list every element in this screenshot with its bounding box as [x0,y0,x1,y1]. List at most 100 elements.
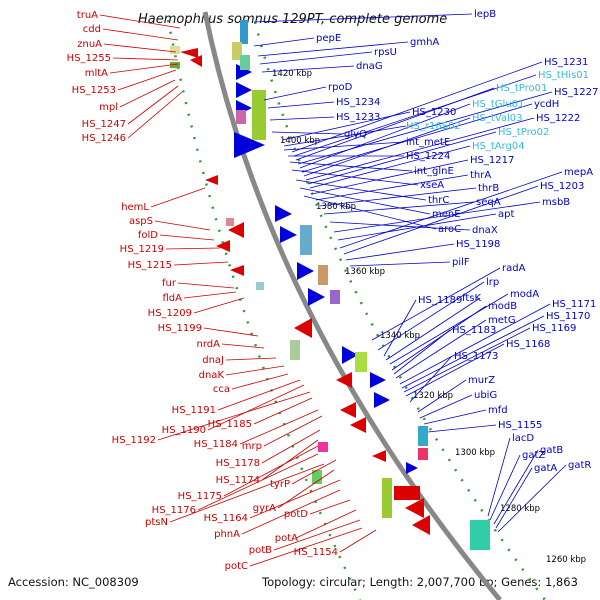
label-potB: potB [249,545,272,556]
label-HS_1168: HS_1168 [506,339,550,350]
track-guides [166,19,547,600]
label-HS_1246: HS_1246 [82,133,126,144]
label-HS_1171: HS_1171 [552,299,596,310]
label-HS_tArg04: HS_tArg04 [472,141,525,152]
tick-1420: 1420 kbp [272,69,312,79]
label-HS_1247: HS_1247 [82,119,126,130]
label-tyrP: tyrP [270,479,290,490]
tick-1360: 1360 kbp [345,267,385,277]
label-HS_1199: HS_1199 [158,323,202,334]
gene-features [170,20,490,550]
tick-1280: 1280 kbp [500,504,540,514]
label-HS_1209: HS_1209 [148,308,192,319]
label-mepA: mepA [564,167,593,178]
label-HS_1198: HS_1198 [456,239,500,250]
tick-1380: 1380 kbp [316,202,356,212]
label-truA: truA [77,10,98,21]
label-apt: apt [498,209,514,220]
label-HS_1233: HS_1233 [336,112,380,123]
inner-dotted-track [166,19,362,600]
label-folD: folD [138,230,158,241]
label-znuA: znuA [77,39,102,50]
label-HS_1154: HS_1154 [294,547,338,558]
label-HS_tVal03: HS_tVal03 [472,113,522,124]
label-nrdA: nrdA [197,339,221,350]
label-aroC: aroC [438,224,461,235]
label-cca: cca [213,384,230,395]
label-aspS: aspS [129,216,153,227]
label-radA: radA [502,263,526,274]
label-cdd: cdd [83,24,101,35]
label-pilF: pilF [452,257,470,268]
label-fur: fur [162,278,177,289]
label-HS_tHis01: HS_tHis01 [538,70,589,81]
label-glyQ: glyQ [344,129,367,140]
label-seqA: seqA [476,197,501,208]
label-HS_1173: HS_1173 [454,351,498,362]
label-modB: modB [488,301,517,312]
label-potA: potA [275,533,298,544]
label-HS_1203: HS_1203 [540,181,584,192]
label-HS_1191: HS_1191 [172,405,216,416]
label-gatZ: gatZ [522,450,545,461]
label-thrB: thrB [478,183,499,194]
label-HS_tPro02: HS_tPro02 [498,127,549,138]
label-int_glnE: int_glnE [414,166,454,177]
label-mrp: mrp [242,441,262,452]
label-dnaJ: dnaJ [202,355,224,366]
label-pepE: pepE [316,33,341,44]
label-fldA: fldA [163,293,183,304]
label-HS_1183: HS_1183 [452,325,496,336]
label-HS_tPro01: HS_tPro01 [496,83,547,94]
label-ycdH: ycdH [534,99,559,110]
label-phnA: phnA [214,529,240,540]
label-HS_r16S02: HS_r16S02 [406,121,461,132]
label-HS_1190: HS_1190 [162,425,206,436]
label-HS_1185: HS_1185 [208,419,252,430]
label-HS_1253: HS_1253 [72,85,116,96]
label-HS_1255: HS_1255 [67,53,111,64]
label-HS_1231: HS_1231 [544,57,588,68]
label-dnaK: dnaK [199,370,225,381]
label-menE: menE [432,209,461,220]
tick-1400: 1400 kbp [280,136,320,146]
topology-text: Topology: circular; Length: 2,007,700 bp… [261,575,578,589]
label-HS_1192: HS_1192 [112,435,156,446]
label-thrC: thrC [428,195,449,206]
label-gmhA: gmhA [410,37,439,48]
label-HS_1219: HS_1219 [120,244,164,255]
label-lepB: lepB [474,9,496,20]
label-HS_1155: HS_1155 [498,420,542,431]
label-mpl: mpl [99,102,118,113]
right-gene-labels: lepB pepE gmhA rpsU dnaG rpoD HS_1234 HS… [253,9,598,533]
label-thrA: thrA [470,170,491,181]
label-mfd: mfd [488,405,508,416]
tick-1320: 1320 kbp [413,391,453,401]
label-ubiG: ubiG [474,390,497,401]
label-lrp: lrp [486,277,499,288]
label-mltA: mltA [85,68,108,79]
label-HS_1164: HS_1164 [204,513,248,524]
label-HS_1189: HS_1189 [418,295,462,306]
label-msbB: msbB [542,197,570,208]
tick-1300: 1300 kbp [455,448,495,458]
label-gyrA: gyrA [253,503,276,514]
label-dnaX: dnaX [472,225,498,236]
label-rpoD: rpoD [328,82,353,93]
label-murZ: murZ [468,375,495,386]
label-HS_tGlu01: HS_tGlu01 [472,99,524,110]
label-gatR: gatR [568,460,591,471]
accession-text: Accession: NC_008309 [8,575,139,589]
label-HS_1230: HS_1230 [412,107,456,118]
label-HS_1184: HS_1184 [194,439,238,450]
tick-1260: 1260 kbp [546,555,586,565]
left-gene-labels: truA cdd znuA HS_1255 mltA HS_1253 mpl H… [67,10,377,572]
map-title: Haemophilus somnus 129PT, complete genom… [138,12,447,27]
label-potC: potC [225,561,248,572]
label-HS_1234: HS_1234 [336,97,380,108]
label-metG: metG [488,315,516,326]
label-HS_1227: HS_1227 [554,87,598,98]
label-ftsK: ftsK [462,293,481,304]
label-HS_1169: HS_1169 [532,323,576,334]
